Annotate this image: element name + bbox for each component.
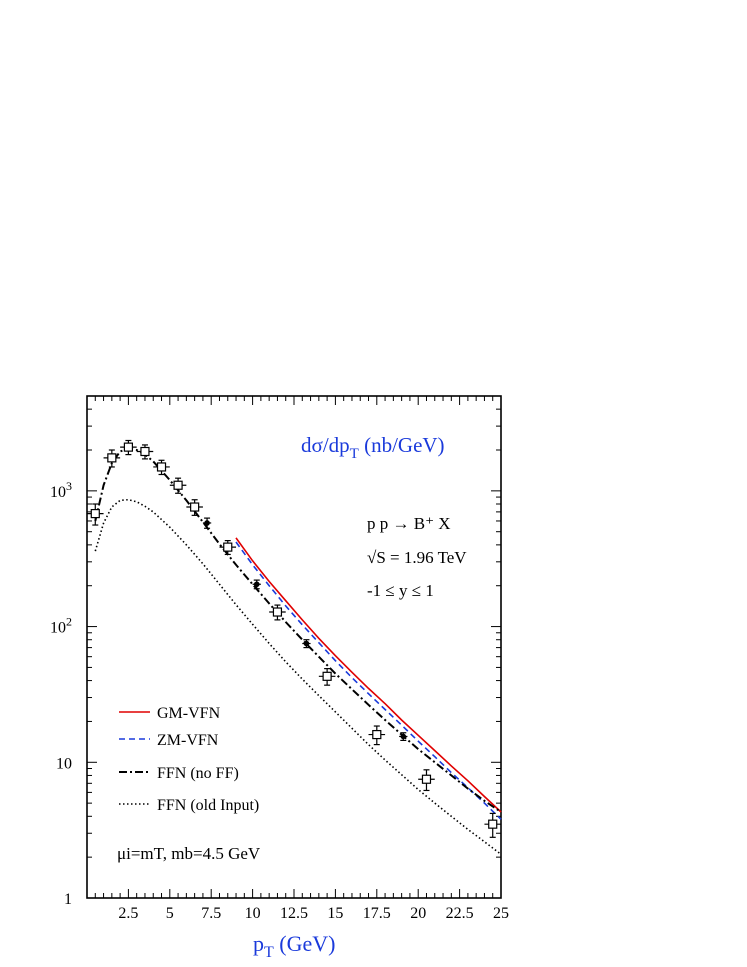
- x-tick-label: 5: [166, 905, 174, 922]
- open-square-marker: [421, 774, 432, 784]
- x-tick-label: 10: [245, 905, 261, 922]
- x-tick-label: 2.5: [118, 905, 138, 922]
- xlabel-units: (GeV): [274, 931, 336, 956]
- chart-title: dσ/dpT (nb/GeV): [301, 433, 445, 462]
- data-point: [252, 579, 261, 590]
- process-annotation: p p → B⁺ X: [367, 514, 451, 533]
- data-point: [186, 499, 203, 516]
- data-point: [269, 604, 286, 621]
- x-tick-label: 22.5: [446, 905, 474, 922]
- curve-ffn-no-ff: [94, 447, 502, 813]
- data-point: [87, 503, 104, 526]
- data-point: [302, 639, 311, 649]
- plot-frame: [86, 395, 502, 899]
- y-tick-label: 103: [50, 479, 72, 501]
- xlabel-subscript: T: [264, 944, 274, 961]
- curve-gm-vfn: [235, 537, 502, 813]
- data-point: [368, 725, 386, 746]
- x-tick-label: 25: [493, 905, 509, 922]
- data-point: [169, 477, 187, 494]
- x-tick-label: 20: [410, 905, 426, 922]
- data-point: [484, 812, 501, 838]
- open-square-marker: [488, 819, 498, 829]
- y-tick-label: 10: [56, 755, 72, 772]
- data-point: [399, 732, 408, 741]
- data-point: [318, 668, 336, 686]
- open-square-marker: [190, 502, 200, 512]
- title-subscript: T: [350, 446, 359, 462]
- open-square-marker: [322, 671, 332, 681]
- open-square-marker: [156, 462, 167, 472]
- data-point: [202, 517, 212, 529]
- title-main: dσ/dp: [301, 433, 350, 457]
- y-tick-base: 1: [64, 891, 72, 908]
- x-axis-label: pT (GeV): [253, 931, 335, 961]
- x-tick-label: 12.5: [280, 905, 308, 922]
- energy-annotation: √S = 1.96 TeV: [367, 548, 467, 567]
- legend-label: FFN (no FF): [157, 765, 239, 782]
- data-point: [103, 449, 121, 468]
- open-square-marker: [123, 442, 134, 452]
- open-square-marker: [223, 542, 233, 552]
- open-square-marker: [90, 508, 100, 519]
- xlabel-main: p: [253, 931, 264, 956]
- x-tick-label: 15: [327, 905, 343, 922]
- filled-circle-marker: [253, 581, 260, 588]
- scales-annotation: μi=mT, mb=4.5 GeV: [117, 844, 261, 863]
- filled-circle-marker: [303, 640, 310, 647]
- legend-label: GM-VFN: [157, 705, 221, 722]
- x-tick-label: 7.5: [201, 905, 221, 922]
- title-units: (nb/GeV): [359, 433, 445, 457]
- y-tick-base: 10: [56, 755, 72, 772]
- open-square-marker: [140, 446, 150, 457]
- data-point: [153, 459, 170, 476]
- open-square-marker: [372, 729, 382, 740]
- y-tick-exponent: 2: [66, 615, 72, 629]
- y-tick-base: 10: [50, 620, 66, 637]
- y-tick-base: 10: [50, 484, 66, 501]
- data-point: [136, 444, 154, 460]
- legend-label: FFN (old Input): [157, 797, 259, 814]
- x-tick-label: 17.5: [363, 905, 391, 922]
- open-square-marker: [173, 480, 183, 490]
- curve-zm-vfn: [235, 541, 502, 820]
- y-tick-label: 1: [64, 891, 72, 908]
- data-point: [219, 540, 237, 556]
- filled-circle-marker: [204, 520, 210, 526]
- data-point: [418, 769, 435, 792]
- rapidity-annotation: -1 ≤ y ≤ 1: [367, 581, 434, 600]
- open-square-marker: [272, 607, 283, 617]
- data-point: [120, 439, 137, 456]
- open-square-marker: [107, 453, 117, 463]
- y-tick-label: 102: [50, 615, 72, 637]
- filled-circle-marker: [400, 733, 407, 740]
- y-tick-exponent: 3: [66, 479, 72, 493]
- legend-label: ZM-VFN: [157, 732, 219, 749]
